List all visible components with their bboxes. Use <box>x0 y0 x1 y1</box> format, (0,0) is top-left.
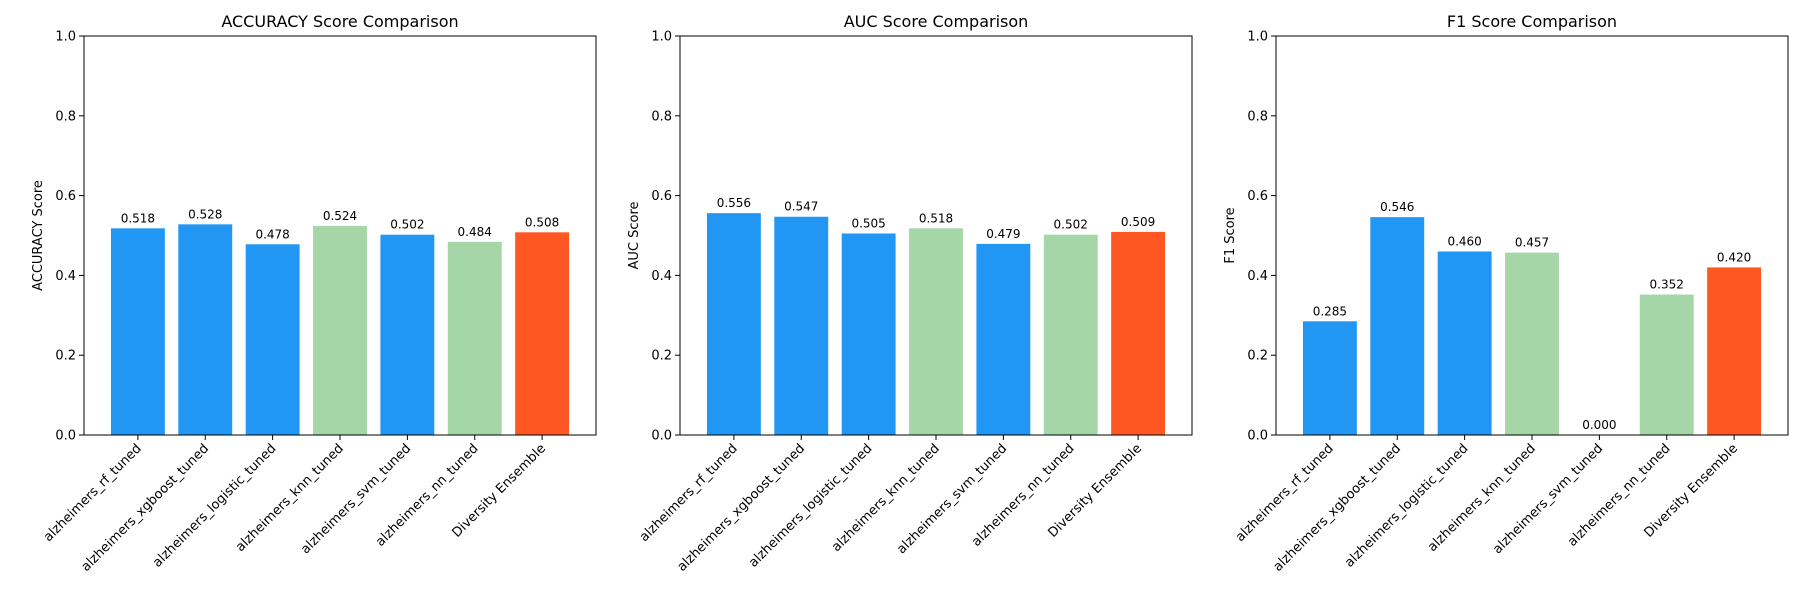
bar-alzheimers_knn_tuned <box>1505 252 1559 435</box>
bar-value-label: 0.352 <box>1650 278 1684 292</box>
bar-value-label: 0.502 <box>390 218 424 232</box>
bar-alzheimers_xgboost_tuned <box>178 224 233 435</box>
chart-title: AUC Score Comparison <box>844 12 1029 31</box>
chart-title: ACCURACY Score Comparison <box>221 12 458 31</box>
x-tick-label: alzheimers_knn_tuned <box>1425 441 1539 555</box>
x-tick-label: alzheimers_logistic_tuned <box>1342 441 1471 570</box>
x-tick-label: alzheimers_logistic_tuned <box>150 441 279 570</box>
bar-value-label: 0.478 <box>255 227 289 241</box>
bar-value-label: 0.505 <box>851 217 885 231</box>
bar-value-label: 0.546 <box>1380 200 1414 214</box>
y-tick-label: 0.0 <box>1247 429 1268 444</box>
y-tick-label: 0.4 <box>55 269 76 284</box>
x-tick-label: alzheimers_logistic_tuned <box>746 441 875 570</box>
x-tick-label: alzheimers_knn_tuned <box>233 441 347 555</box>
y-tick-label: 0.6 <box>651 189 672 204</box>
bar-Diversity Ensemble <box>1707 267 1762 435</box>
bar-Diversity Ensemble <box>515 232 570 435</box>
y-axis-label: F1 Score <box>1223 207 1238 263</box>
y-tick-label: 0.8 <box>1247 109 1268 124</box>
bar-value-label: 0.285 <box>1313 304 1347 318</box>
bar-alzheimers_rf_tuned <box>706 213 761 435</box>
x-tick-label: alzheimers_xgboost_tuned <box>675 441 809 575</box>
y-axis-label: ACCURACY Score <box>31 180 46 291</box>
chart-panel-1: ACCURACY Score Comparison ACCURACY Score 0… <box>31 12 597 575</box>
bar-value-label: 0.518 <box>919 211 953 225</box>
bar-value-label: 0.484 <box>458 225 492 239</box>
y-tick-label: 1.0 <box>1247 30 1268 45</box>
plot-frame <box>679 35 1193 436</box>
bar-alzheimers_nn_tuned <box>1639 294 1694 435</box>
bar-alzheimers_knn_tuned <box>313 225 367 435</box>
y-tick-label: 0.6 <box>55 189 76 204</box>
x-tick-label: alzheimers_xgboost_tuned <box>79 441 213 575</box>
y-tick-label: 0.4 <box>1247 269 1268 284</box>
bar-value-label: 0.000 <box>1582 418 1616 432</box>
chart-panel-3: F1 Score Comparison F1 Score 0.0 0.2 0.4 0.6 0… <box>1223 12 1789 575</box>
y-tick-label: 0.2 <box>1247 349 1268 364</box>
y-tick-label: 0.0 <box>55 429 76 444</box>
bar-alzheimers_knn_tuned <box>909 228 963 435</box>
y-tick-label: 1.0 <box>55 30 76 45</box>
bar-value-label: 0.508 <box>525 215 559 229</box>
y-tick-label: 0.8 <box>55 109 76 124</box>
chart-panel-2: AUC Score Comparison AUC Score 0.0 0.2 0.4 0.… <box>627 12 1193 575</box>
x-tick-label: alzheimers_svm_tuned <box>894 441 1010 557</box>
y-axis-label: AUC Score <box>627 201 642 269</box>
bar-alzheimers_logistic_tuned <box>841 233 896 435</box>
x-tick-label: alzheimers_knn_tuned <box>829 441 943 555</box>
y-tick-label: 1.0 <box>651 30 672 45</box>
bar-Diversity Ensemble <box>1111 231 1166 435</box>
bar-alzheimers_nn_tuned <box>1043 234 1098 435</box>
y-tick-label: 0.4 <box>651 269 672 284</box>
bar-value-label: 0.509 <box>1121 215 1155 229</box>
bar-value-label: 0.518 <box>121 211 155 225</box>
bar-alzheimers_logistic_tuned <box>1437 251 1492 435</box>
bar-value-label: 0.420 <box>1717 250 1751 264</box>
plot-frame <box>83 35 597 436</box>
bar-alzheimers_svm_tuned <box>380 234 435 435</box>
bar-value-label: 0.556 <box>717 196 751 210</box>
y-tick-label: 0.8 <box>651 109 672 124</box>
bar-alzheimers_nn_tuned <box>447 241 502 435</box>
bar-value-label: 0.528 <box>188 207 222 221</box>
bar-value-label: 0.547 <box>784 200 818 214</box>
bar-value-label: 0.479 <box>986 227 1020 241</box>
bar-value-label: 0.457 <box>1515 236 1549 250</box>
y-tick-label: 0.2 <box>55 349 76 364</box>
bar-value-label: 0.502 <box>1054 218 1088 232</box>
y-tick-label: 0.0 <box>651 429 672 444</box>
bar-alzheimers_svm_tuned <box>976 243 1031 435</box>
x-tick-label: alzheimers_svm_tuned <box>1490 441 1606 557</box>
bar-value-label: 0.460 <box>1447 234 1481 248</box>
bar-alzheimers_logistic_tuned <box>245 244 300 435</box>
y-tick-label: 0.6 <box>1247 189 1268 204</box>
y-tick-label: 0.2 <box>651 349 672 364</box>
bar-alzheimers_rf_tuned <box>110 228 165 435</box>
x-tick-label: alzheimers_xgboost_tuned <box>1271 441 1405 575</box>
x-tick-label: alzheimers_svm_tuned <box>298 441 414 557</box>
bar-value-label: 0.524 <box>323 209 357 223</box>
bar-alzheimers_xgboost_tuned <box>774 216 829 435</box>
chart-title: F1 Score Comparison <box>1447 12 1617 31</box>
plot-frame <box>1275 35 1789 436</box>
bar-alzheimers_rf_tuned <box>1302 321 1357 435</box>
bar-alzheimers_xgboost_tuned <box>1370 217 1425 435</box>
